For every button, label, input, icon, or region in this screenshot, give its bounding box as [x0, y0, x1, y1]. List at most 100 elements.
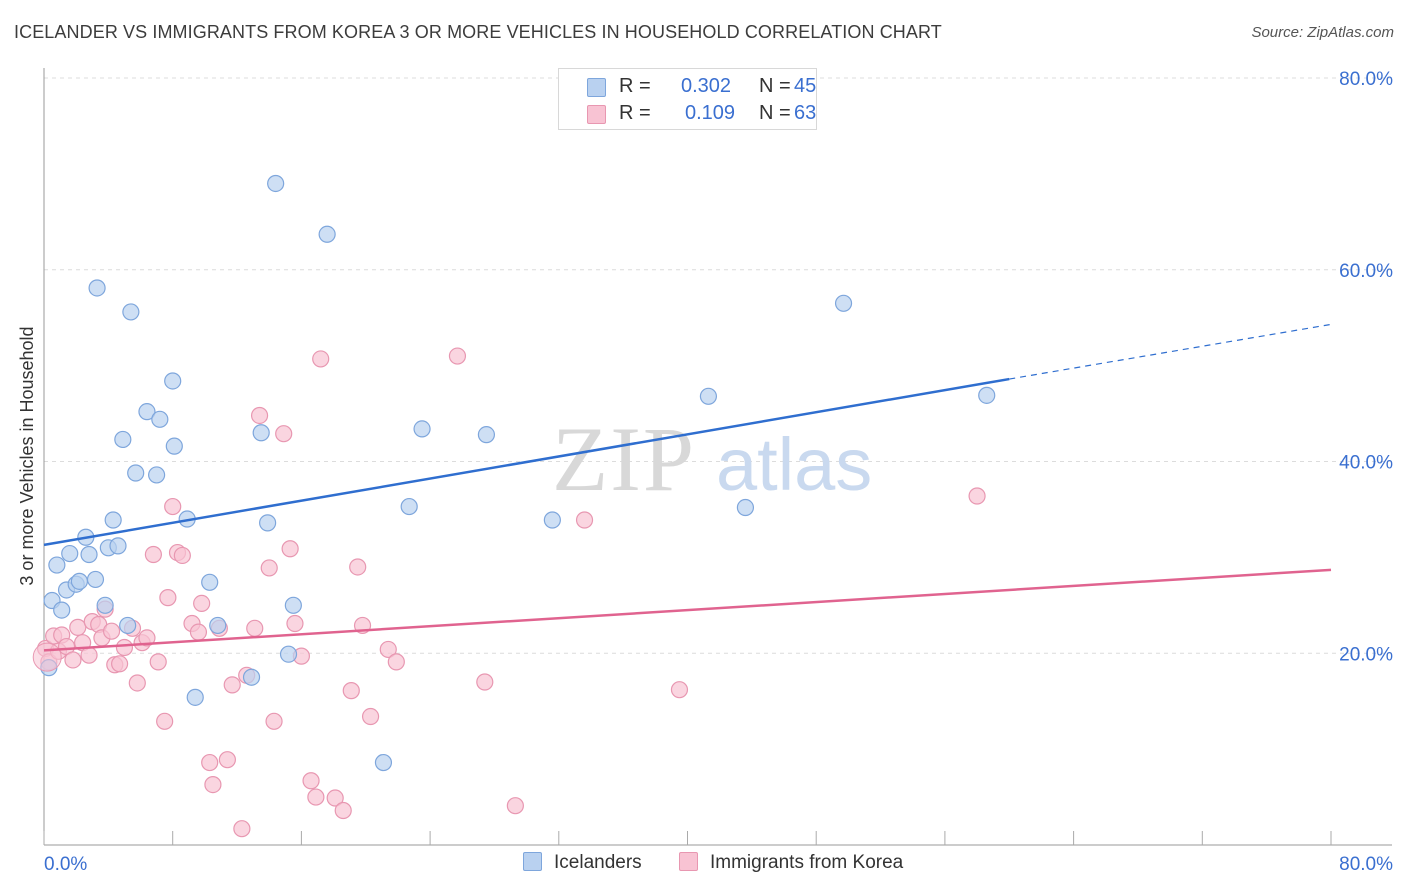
watermark-atlas: atlas [716, 423, 872, 506]
korea-point [159, 589, 177, 607]
korea-point [173, 546, 191, 565]
icelander-point [88, 279, 106, 297]
icelanders-n-value: 45 [794, 75, 817, 97]
korea-point [233, 820, 251, 838]
korea-point [260, 559, 278, 577]
stats-legend: R = 0.302 N = 45 R = 0.109 N = 63 [558, 68, 817, 130]
korea-point [201, 753, 219, 772]
icelander-point [114, 430, 132, 449]
icelander-point [96, 596, 114, 614]
icelander-point [252, 424, 270, 442]
korea-point [149, 653, 167, 671]
bottom-legend-icelanders[interactable]: Icelanders [523, 852, 642, 874]
icelander-point [165, 437, 183, 455]
korea-point [281, 540, 299, 558]
icelanders-legend-label: Icelanders [554, 852, 642, 873]
watermark-zip: ZIP [552, 408, 696, 510]
icelander-point [109, 537, 127, 555]
korea-point [218, 751, 236, 769]
y-axis-label: 3 or more Vehicles in Household [17, 326, 37, 585]
icelanders-legend-swatch [523, 852, 542, 871]
korea-point [342, 682, 360, 700]
korea-point [80, 646, 98, 664]
korea-point [64, 651, 82, 669]
icelander-point [201, 573, 219, 591]
korea-point [193, 594, 211, 612]
korea-point [312, 350, 330, 368]
n-label: N = [759, 102, 791, 124]
source-label: Source: ZipAtlas.com [1251, 24, 1394, 41]
icelander-point [148, 466, 166, 484]
x-tick-label: 0.0% [44, 854, 87, 875]
bottom-legend-korea[interactable]: Immigrants from Korea [679, 852, 903, 874]
korea-point [246, 619, 264, 637]
korea-point [476, 673, 494, 691]
korea-point [102, 622, 121, 640]
icelander-point [119, 616, 137, 635]
korea-point [448, 347, 467, 365]
korea-legend-swatch [679, 852, 698, 871]
r-label: R = [619, 102, 651, 124]
korea-n-value: 63 [794, 102, 817, 124]
y-tick-label: 80.0% [1339, 69, 1393, 90]
icelander-point [543, 511, 561, 529]
icelander-point [242, 668, 261, 686]
icelander-point [122, 303, 140, 321]
korea-point [144, 545, 162, 564]
korea-point [111, 655, 129, 673]
korea-point [128, 674, 146, 692]
icelander-point [61, 544, 79, 563]
korea-point [275, 425, 293, 443]
icelanders-swatch [587, 78, 606, 97]
icelander-point [978, 386, 996, 404]
korea-swatch [587, 105, 606, 124]
icelander-point [53, 601, 71, 619]
icelander-point [284, 596, 302, 614]
icelander-point [209, 616, 227, 635]
korea-point [307, 788, 325, 806]
korea-r-value: 0.109 [685, 102, 736, 124]
korea-point [69, 618, 87, 636]
icelander-point [151, 410, 169, 428]
korea-point [387, 653, 405, 671]
icelander-point [834, 294, 853, 312]
icelander-point [279, 645, 298, 663]
korea-point [156, 712, 174, 730]
icelander-point [186, 688, 204, 706]
icelander-point [70, 572, 88, 590]
korea-point [189, 623, 208, 641]
icelander-point [699, 387, 718, 405]
icelander-point [80, 545, 98, 564]
korea-point [334, 801, 352, 820]
korea-point [164, 497, 182, 516]
korea-point [361, 707, 380, 726]
icelanders-trendline-extension [1009, 323, 1332, 380]
icelander-point [374, 753, 393, 772]
korea-point [575, 511, 594, 529]
korea-point [204, 775, 222, 794]
y-tick-label: 20.0% [1339, 644, 1393, 665]
x-tick-label: 80.0% [1339, 854, 1393, 875]
korea-point [349, 558, 367, 576]
korea-point [138, 629, 156, 647]
icelander-point [736, 498, 755, 517]
korea-point [223, 676, 241, 694]
icelander-point [259, 514, 277, 532]
n-label: N = [759, 75, 791, 97]
korea-point [32, 642, 62, 672]
korea-point [250, 406, 269, 425]
icelander-point [127, 464, 145, 482]
korea-point [670, 681, 689, 699]
icelander-point [104, 511, 122, 529]
korea-legend-label: Immigrants from Korea [710, 852, 904, 873]
korea-point [286, 614, 304, 633]
icelanders-trendline [43, 377, 1010, 547]
icelander-point [138, 403, 156, 421]
korea-point [379, 640, 397, 659]
icelander-point [413, 420, 431, 438]
korea-point [506, 797, 524, 815]
chart-title: ICELANDER VS IMMIGRANTS FROM KOREA 3 OR … [14, 22, 942, 42]
icelander-point [48, 556, 66, 574]
korea-point [302, 772, 320, 790]
